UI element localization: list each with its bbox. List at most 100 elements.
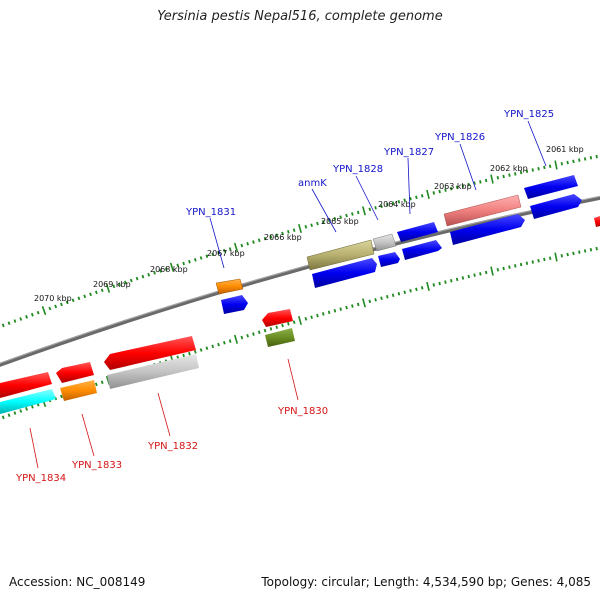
minor-tick (265, 329, 266, 332)
minor-tick (562, 162, 563, 165)
major-tick (299, 316, 301, 325)
minor-tick (503, 267, 504, 270)
minor-tick (335, 309, 336, 312)
minor-tick (253, 333, 254, 336)
minor-tick (20, 410, 21, 413)
minor-tick (498, 268, 499, 271)
minus-strand-features[interactable] (0, 309, 295, 414)
major-tick (555, 161, 557, 170)
gene-arrow-ypn1831-product[interactable] (221, 295, 248, 314)
minor-tick (253, 241, 254, 244)
minor-tick (323, 312, 324, 315)
tick-label: 2065 kbp (321, 217, 359, 226)
major-tick (491, 267, 493, 276)
minor-tick (579, 251, 580, 254)
gene-arrow-ypn1831[interactable] (216, 279, 243, 294)
minor-tick (422, 194, 423, 197)
gene-label-ypn1830[interactable]: YPN_1830 (277, 406, 328, 417)
gene-label-ypn1834[interactable]: YPN_1834 (15, 473, 66, 484)
minor-tick (32, 313, 33, 316)
minor-tick (9, 322, 10, 325)
gene-arrow-ypn1827-product[interactable] (402, 240, 442, 260)
minor-tick (474, 274, 475, 277)
minor-tick (14, 412, 15, 415)
tick-label: 2070 kbp (34, 294, 72, 303)
minor-tick (84, 295, 85, 298)
gene-label-ypn1832[interactable]: YPN_1832 (147, 441, 198, 452)
minor-tick (585, 249, 586, 252)
minor-tick (509, 266, 510, 269)
minor-tick (538, 167, 539, 170)
gene-arrow-ypn1828[interactable] (373, 234, 396, 251)
minor-tick (26, 315, 27, 318)
minor-tick (282, 324, 283, 327)
minor-tick (224, 341, 225, 344)
gene-label-ypn1827[interactable]: YPN_1827 (383, 147, 434, 158)
minor-tick (189, 260, 190, 263)
gene-arrow-ypn1830-product[interactable] (265, 328, 295, 347)
gene-label-ypn1826[interactable]: YPN_1826 (434, 132, 485, 143)
minor-tick (14, 320, 15, 323)
minor-tick (276, 326, 277, 329)
major-tick (299, 224, 301, 233)
minor-tick (445, 281, 446, 284)
minor-tick (410, 289, 411, 292)
minor-tick (387, 295, 388, 298)
gene-label-ypn1833[interactable]: YPN_1833 (71, 460, 122, 471)
minor-tick (142, 275, 143, 278)
minor-tick (131, 279, 132, 282)
minor-tick (241, 244, 242, 247)
minor-tick (294, 229, 295, 232)
major-tick (363, 299, 365, 308)
minor-tick (532, 168, 533, 171)
minor-tick (102, 381, 103, 384)
minor-tick (375, 206, 376, 209)
minor-tick (381, 297, 382, 300)
minor-tick (32, 405, 33, 408)
gene-label-anmk[interactable]: anmK (298, 178, 327, 189)
minor-tick (189, 352, 190, 355)
minor-tick (317, 314, 318, 317)
minor-tick (230, 340, 231, 343)
minor-tick (596, 247, 597, 250)
minor-tick (241, 336, 242, 339)
tick-label: 2069 kbp (93, 280, 131, 289)
minor-tick (468, 275, 469, 278)
minor-tick (311, 316, 312, 319)
gene-label-ypn1825[interactable]: YPN_1825 (503, 109, 554, 120)
minor-tick (96, 383, 97, 386)
minor-tick (591, 248, 592, 251)
minor-tick (433, 191, 434, 194)
minor-tick (3, 324, 4, 327)
minor-tick (562, 254, 563, 257)
minor-tick (305, 317, 306, 320)
minor-tick (201, 349, 202, 352)
minor-tick (352, 305, 353, 308)
minor-tick (375, 298, 376, 301)
gene-arrow-ypn1825-product[interactable] (530, 194, 582, 219)
minor-tick (294, 321, 295, 324)
gene-arrow-offscreen[interactable] (594, 216, 600, 227)
minor-tick (218, 343, 219, 346)
gene-label-ypn1831[interactable]: YPN_1831 (185, 207, 236, 218)
gene-arrow-ypn1833-product[interactable] (60, 380, 97, 401)
minor-tick (416, 288, 417, 291)
gene-arrow-ypn1828-product[interactable] (378, 252, 400, 267)
minor-tick (20, 318, 21, 321)
minor-tick (340, 308, 341, 311)
minor-tick (596, 155, 597, 158)
gene-label-ypn1828[interactable]: YPN_1828 (332, 164, 383, 175)
minor-tick (102, 289, 103, 292)
minor-tick (183, 354, 184, 357)
minor-tick (486, 179, 487, 182)
plus-strand-features[interactable] (216, 175, 600, 314)
minor-tick (550, 257, 551, 260)
minor-tick (579, 159, 580, 162)
gene-arrow-ypn1833[interactable] (56, 362, 94, 383)
top-tick-row (0, 148, 600, 339)
minor-tick (527, 262, 528, 265)
minor-tick (515, 264, 516, 267)
minor-tick (305, 225, 306, 228)
minor-tick (503, 175, 504, 178)
